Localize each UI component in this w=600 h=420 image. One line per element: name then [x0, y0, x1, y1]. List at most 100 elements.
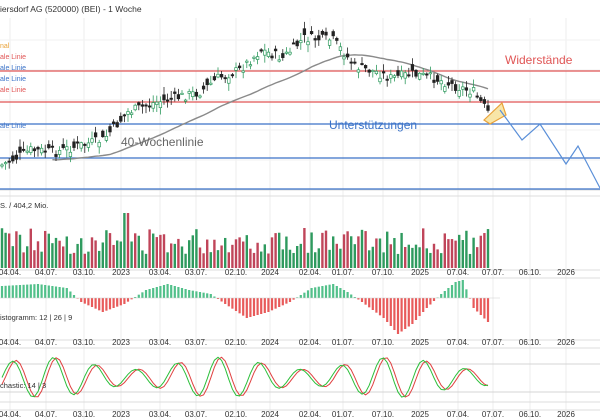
- macd-bar: [252, 298, 256, 316]
- x-tick-label: 07.10.: [372, 338, 394, 347]
- x-tick-label: 07.07.: [482, 410, 504, 419]
- candle-body: [68, 151, 73, 157]
- candle-body: [43, 150, 47, 153]
- volume-bar: [195, 229, 198, 268]
- volume-bar: [389, 244, 392, 268]
- volume-bar: [357, 236, 360, 268]
- macd-bar: [36, 284, 40, 298]
- candle-body: [399, 70, 404, 78]
- volume-bar: [141, 250, 144, 268]
- candle-body: [230, 74, 235, 77]
- stoch-k-line: [1, 356, 489, 398]
- candle-body: [320, 30, 325, 35]
- x-tick-label: 03.07.: [185, 410, 207, 419]
- macd-bar: [180, 288, 184, 298]
- volume-bar: [299, 243, 302, 268]
- candle-body: [396, 70, 400, 76]
- candle-body: [72, 141, 76, 148]
- x-tick-label: 03.04.: [149, 268, 171, 277]
- candle-body: [191, 91, 195, 98]
- volume-bar: [332, 236, 335, 268]
- volume-bar: [458, 234, 461, 268]
- macd-bar: [29, 284, 32, 298]
- macd-bar: [11, 285, 14, 298]
- x-tick-label: 06.10.: [519, 268, 541, 277]
- macd-bar: [274, 298, 277, 309]
- candle-body: [93, 132, 98, 138]
- candle-body: [140, 104, 145, 107]
- macd-bar: [454, 282, 457, 298]
- ma-annotation: 40-Wochenlinie: [121, 135, 204, 149]
- volume-bar: [486, 229, 490, 268]
- macd-bar: [220, 298, 223, 302]
- candle-body: [378, 77, 382, 83]
- macd-bar: [465, 289, 468, 298]
- candle-body: [75, 141, 80, 144]
- volume-bar: [65, 236, 68, 268]
- candle-body: [36, 146, 40, 150]
- volume-bar: [328, 249, 331, 268]
- volume-bar: [116, 240, 119, 268]
- volume-bar: [303, 228, 306, 268]
- candle-body: [461, 86, 465, 90]
- macd-bar: [335, 286, 338, 298]
- x-tick-label: 07.04.: [447, 410, 469, 419]
- candle-body: [14, 154, 19, 160]
- volume-bar: [58, 240, 61, 268]
- volume-bar: [94, 240, 97, 268]
- volume-bar: [220, 245, 223, 268]
- volume-bar: [184, 253, 187, 268]
- volume-bar: [202, 253, 205, 268]
- volume-bar: [76, 243, 79, 268]
- candle-body: [270, 55, 274, 59]
- x-tick-label: 03.10.: [73, 338, 95, 347]
- candle-body: [54, 154, 58, 157]
- candle-body: [205, 78, 209, 86]
- volume-bar: [148, 229, 151, 268]
- legend-item: ale Linie: [0, 65, 26, 72]
- macd-bar: [238, 298, 241, 314]
- legend-item: ale Linie: [0, 76, 26, 83]
- candle-body: [360, 63, 364, 66]
- candle-body: [57, 150, 62, 155]
- candle-body: [101, 130, 105, 138]
- macd-bar: [324, 285, 328, 298]
- candle-body: [111, 121, 116, 124]
- x-tick-label: 2023: [112, 268, 130, 277]
- resistance-annotation: Widerstände: [505, 53, 573, 67]
- candle-body: [21, 148, 26, 151]
- candle-body: [32, 148, 37, 152]
- candle-body: [248, 64, 253, 67]
- volume-bar: [47, 233, 50, 268]
- volume-bar: [238, 237, 241, 268]
- candle-body: [432, 79, 436, 83]
- volume-bar: [339, 248, 342, 268]
- volume-bar: [123, 213, 126, 268]
- volume-bar: [33, 250, 36, 268]
- price-channel: [483, 101, 507, 125]
- macd-bar: [288, 298, 292, 302]
- support-annotation: Unterstützungen: [329, 118, 417, 132]
- macd-bar: [411, 298, 414, 324]
- x-tick-label: 03.07.: [185, 338, 207, 347]
- candle-body: [245, 60, 249, 63]
- legend-item: ale Linie: [0, 87, 26, 94]
- macd-bar: [216, 298, 220, 299]
- macd-bar: [472, 298, 475, 308]
- macd-bar: [173, 286, 176, 298]
- volume-bar: [209, 252, 212, 268]
- candle-body: [25, 150, 29, 153]
- chart-title: iersdorf AG (520000) (BEI) - 1 Woche: [0, 4, 142, 14]
- volume-bar: [188, 240, 191, 268]
- x-tick-label: 2023: [112, 338, 130, 347]
- macd-bar: [303, 292, 306, 298]
- macd-bar: [62, 287, 65, 298]
- candle-body: [486, 105, 490, 111]
- x-tick-label: 01.07.: [332, 338, 354, 347]
- macd-bar: [155, 287, 158, 298]
- candle-body: [39, 147, 44, 154]
- candle-body: [104, 136, 109, 141]
- candle-body: [126, 111, 130, 115]
- macd-bar: [116, 298, 119, 307]
- candle-body: [144, 104, 148, 107]
